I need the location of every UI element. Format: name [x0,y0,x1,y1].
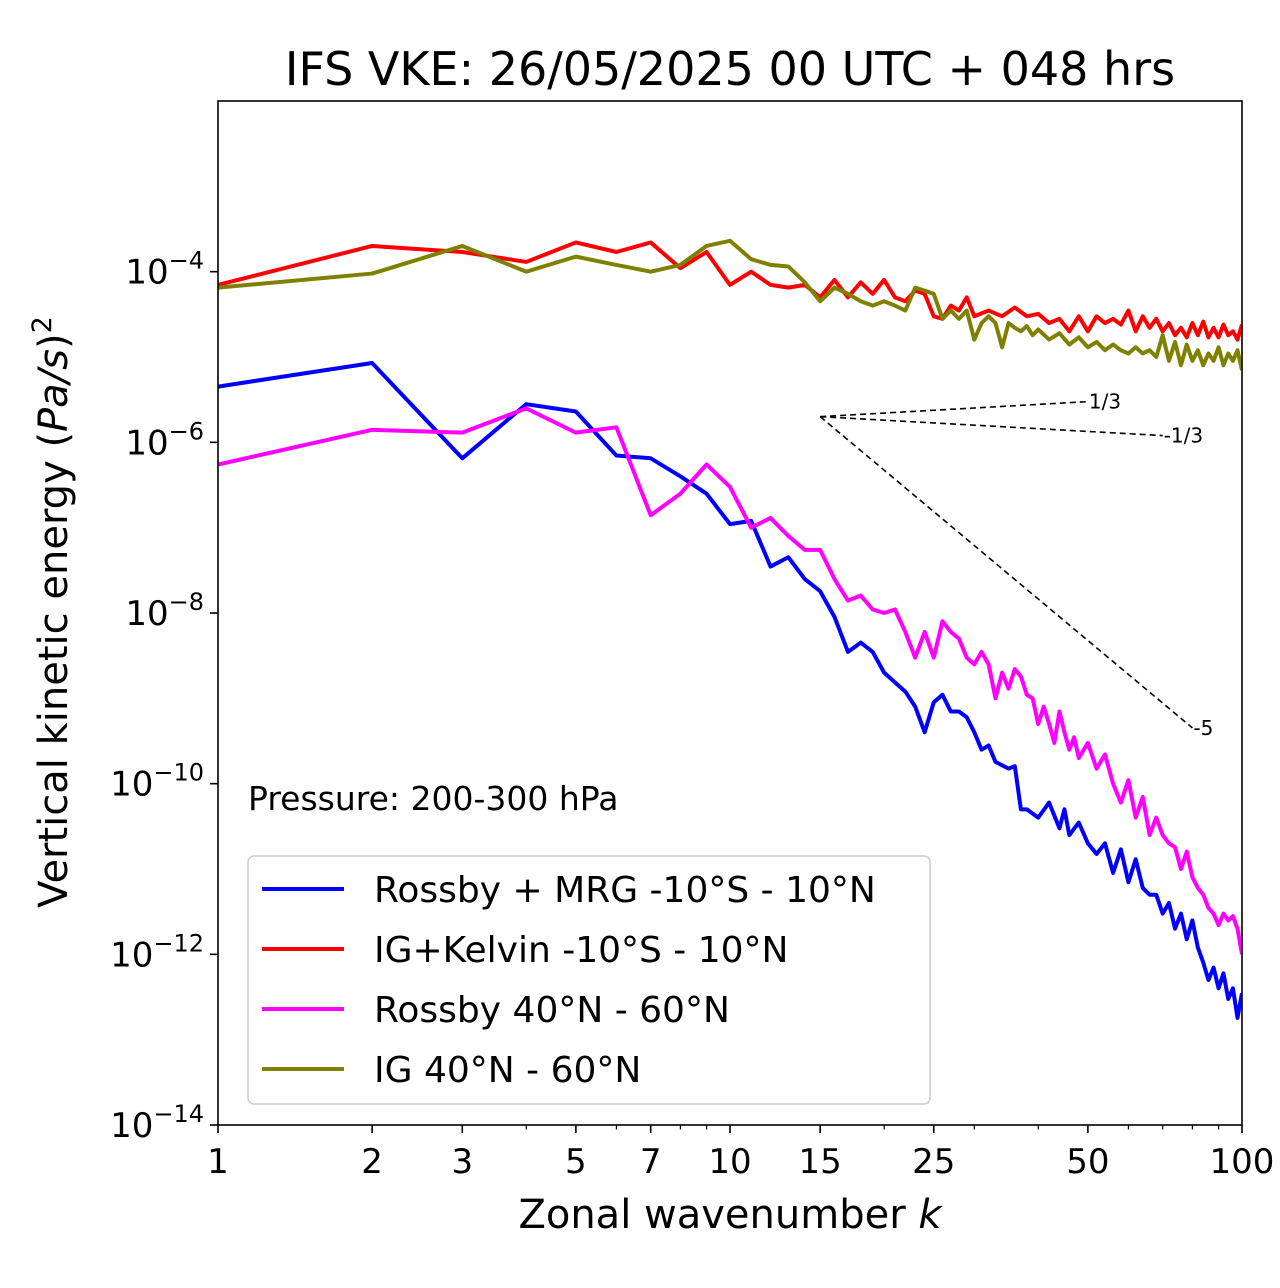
reference-slopes: 1/3 -1/3 -5 [819,390,1213,740]
reference-slope-label: -5 [1193,716,1213,740]
x-tick-label: 50 [1066,1142,1109,1182]
y-tick-label: 10−14 [110,1100,204,1146]
x-tick-label: 10 [708,1142,751,1182]
series-line [218,406,1242,955]
chart-title: IFS VKE: 26/05/2025 00 UTC + 048 hrs [285,42,1175,96]
legend-label: Rossby + MRG -10°S - 10°N [374,870,876,911]
reference-slope-label: -1/3 [1164,424,1203,448]
x-tick-label: 5 [565,1142,587,1182]
x-tick-label: 100 [1210,1142,1275,1182]
legend-label: Rossby 40°N - 60°N [374,990,730,1031]
y-tick-label: 10−10 [110,759,204,805]
legend-box [247,855,931,1105]
reference-slope-line [820,400,1088,418]
legend: Rossby + MRG -10°S - 10°N IG+Kelvin -10°S… [247,855,931,1105]
y-axis-label: Vertical kinetic energy (Pa/s)2 [27,316,77,908]
series-line [218,361,1242,1020]
series-line [218,240,1242,342]
legend-label: IG 40°N - 60°N [374,1050,641,1091]
x-tick-label: 15 [799,1142,842,1182]
x-tick-label: 2 [361,1142,383,1182]
y-tick-label: 10−12 [110,929,204,975]
pressure-annotation: Pressure: 200-300 hPa [248,779,618,818]
x-tick-label: 25 [912,1142,955,1182]
y-tick-label: 10−4 [125,247,204,293]
axis-ticks: 1 2 3 5 7 10 15 25 50 100 10−4 10−6 10−8 10−10 10−12 10… [110,247,1274,1182]
legend-label: IG+Kelvin -10°S - 10°N [374,930,788,971]
plot-frame [217,100,1243,1126]
x-tick-label: 7 [640,1142,662,1182]
y-tick-label: 10−6 [125,417,204,463]
reference-slope-label: 1/3 [1089,390,1121,414]
x-tick-label: 1 [207,1142,229,1182]
series-line [218,238,1242,371]
reference-slope-line [819,416,1193,729]
x-axis-label: Zonal wavenumber k [518,1192,943,1238]
series-lines [218,238,1242,1020]
y-tick-label: 10−8 [125,588,204,634]
x-tick-label: 3 [451,1142,473,1182]
reference-slope-line [820,415,1163,437]
